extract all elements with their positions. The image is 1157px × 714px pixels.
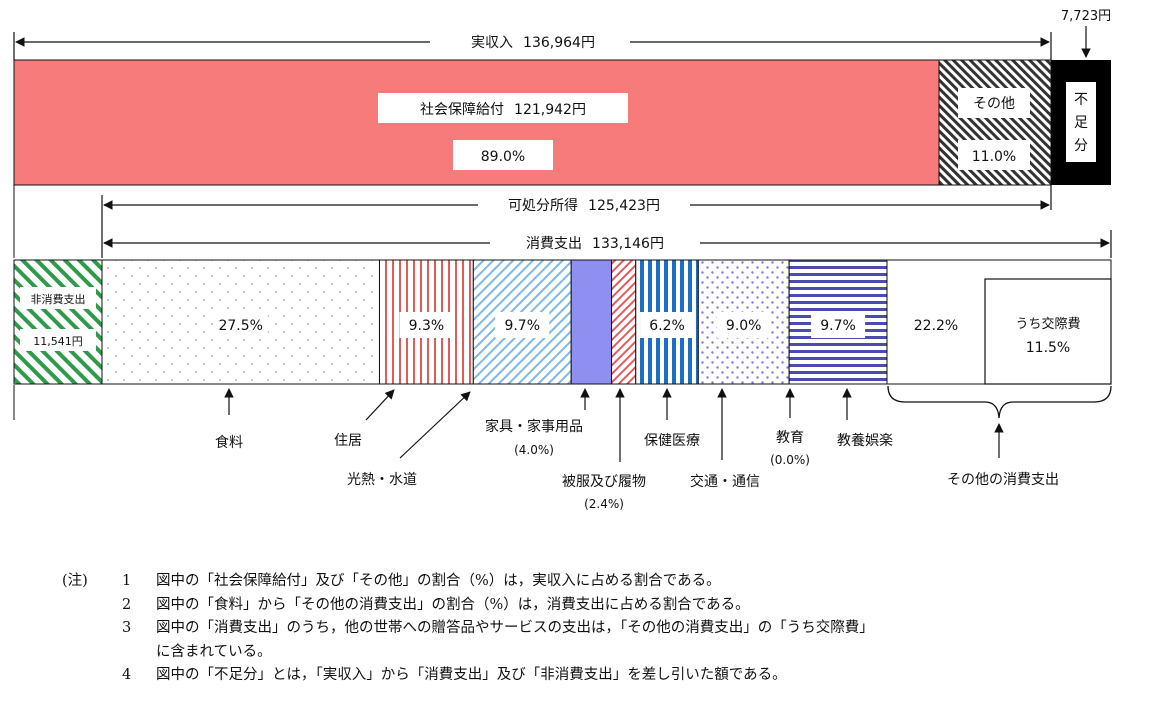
other-consumption-brace <box>887 385 1112 419</box>
label-health: 保健医療 <box>644 432 700 449</box>
pct-furniture: (4.0%) <box>514 443 554 457</box>
label-other-consumption: その他の消費支出 <box>947 472 1059 488</box>
pct-box-utilities <box>495 312 550 338</box>
label-furniture: 家具・家事用品 <box>485 418 583 435</box>
bar-clothing <box>611 259 637 385</box>
entertainment-sub-pct: 11.5% <box>1026 340 1070 356</box>
consumption-span: 消費支出 133,146円 <box>103 230 1112 258</box>
pct-culture: 9.7% <box>820 318 856 334</box>
disposable-income-span: 可処分所得 125,423円 <box>101 185 1052 258</box>
note-row: 2 図中の「食料」から「その他の消費支出」の割合（%）は，消費支出に占める割合であ… <box>62 594 1142 618</box>
note-row: (注) 1 図中の「社会保障給付」及び「その他」の割合（%）は，実収入に占める割合で… <box>62 570 1142 594</box>
expenditure-bar: 非消費支出 11,541円 27.5% 9.3% 9.7% 6.2% 9.0% 9.7% 2… <box>13 259 1112 385</box>
income-label: 実収入 <box>471 35 513 51</box>
pct-box-culture <box>811 312 866 338</box>
social-security-pct-box <box>453 140 553 170</box>
pct-education: (0.0%) <box>770 453 810 467</box>
expenditure-segments: 27.5% 9.3% 9.7% 6.2% 9.0% 9.7% 22.2% <box>101 259 1112 385</box>
bar-non-consumption <box>13 259 103 385</box>
note-text: 図中の「食料」から「その他の消費支出」の割合（%）は，消費支出に占める割合である… <box>156 596 750 613</box>
social-security-amount: 121,942円 <box>514 102 586 118</box>
note-row: 4 図中の「不足分」とは，「実収入」から「消費支出」及び「非消費支出」を差し引いた… <box>62 664 1142 688</box>
consumption-amount: 133,146円 <box>592 236 664 252</box>
pct-other-consumption: 22.2% <box>914 318 958 334</box>
note-number: 2 <box>122 596 132 613</box>
notes: (注) 1 図中の「社会保障給付」及び「その他」の割合（%）は，実収入に占める割合で… <box>62 570 1142 688</box>
label-utilities: 光熱・水道 <box>347 472 417 488</box>
label-food: 食料 <box>215 434 243 451</box>
bar-furniture <box>570 259 613 385</box>
pct-food: 27.5% <box>218 318 262 334</box>
note-number: 4 <box>122 667 132 683</box>
pct-box-health <box>640 312 695 338</box>
note-head: (注) <box>62 573 88 589</box>
social-security-pct: 89.0% <box>481 149 525 165</box>
note-head <box>62 641 122 665</box>
non-consumption-label: 非消費支出 <box>31 292 86 306</box>
disposable-income-amount: 125,423円 <box>588 198 660 214</box>
income-span: 実収入 136,964円 <box>13 32 1052 60</box>
note-row: に含まれている。 <box>62 641 1142 665</box>
other-income-label: その他 <box>973 96 1015 112</box>
note-head <box>62 664 122 688</box>
label-transport: 交通・通信 <box>690 473 760 490</box>
note-text: 図中の「消費支出」のうち，他の世帯への贈答品やサービスの支出は，「その他の消費支… <box>156 620 874 636</box>
shortfall-char-1: 不 <box>1074 92 1088 108</box>
social-security-label-box <box>378 93 628 123</box>
pct-box-housing <box>399 312 454 338</box>
label-education: 教育 <box>776 430 804 446</box>
pct-box-transport <box>716 312 771 338</box>
note-text: に含まれている。 <box>156 643 272 660</box>
shortfall-amount-callout: 7,723円 <box>1061 9 1111 58</box>
household-budget-chart: 実収入 136,964円 7,723円 社会保障給付 121,942円 89.0% … <box>13 9 1112 511</box>
note-head <box>62 617 122 641</box>
non-consumption-amount: 11,541円 <box>33 335 83 348</box>
note-text: 図中の「不足分」とは，「実収入」から「消費支出」及び「非消費支出」を差し引いた額… <box>156 667 787 683</box>
shortfall-label-box <box>1066 82 1096 162</box>
shortfall-char-3: 分 <box>1074 138 1088 154</box>
disposable-income-label: 可処分所得 <box>508 197 578 214</box>
note-head <box>62 594 122 618</box>
bar-food <box>101 259 380 385</box>
pct-transport: 9.0% <box>726 318 762 334</box>
other-income-label-box <box>958 88 1030 118</box>
other-income-pct-box <box>958 140 1030 170</box>
note-number: 3 <box>122 620 132 636</box>
note-text: 図中の「社会保障給付」及び「その他」の割合（%）は，実収入に占める割合である。 <box>156 573 721 589</box>
shortfall-amount: 7,723円 <box>1061 9 1111 24</box>
note-row: 3 図中の「消費支出」のうち，他の世帯への贈答品やサービスの支出は，「その他の消費… <box>62 617 1142 641</box>
pct-housing: 9.3% <box>409 318 445 334</box>
label-culture: 教養娯楽 <box>837 432 893 449</box>
pct-health: 6.2% <box>649 318 685 334</box>
consumption-label: 消費支出 <box>526 236 582 252</box>
other-income-pct: 11.0% <box>972 149 1016 165</box>
pct-box-food <box>213 312 268 338</box>
callouts: 食料 住居 光熱・水道 家具・家事用品 (4.0%) 被服及び履物 (2.4%)… <box>215 385 1112 511</box>
entertainment-sub-label: うち交際費 <box>1015 316 1080 332</box>
label-housing: 住居 <box>334 433 362 449</box>
note-number <box>122 641 156 665</box>
pct-clothing: (2.4%) <box>584 497 624 511</box>
income-bar: 社会保障給付 121,942円 89.0% その他 11.0% 不 足 分 <box>13 59 1111 186</box>
shortfall-char-2: 足 <box>1074 115 1088 131</box>
bar-entertainment-sub <box>984 278 1112 385</box>
pct-utilities: 9.7% <box>504 318 540 334</box>
income-amount: 136,964円 <box>523 35 595 51</box>
social-security-label: 社会保障給付 <box>420 102 504 118</box>
note-number: 1 <box>122 573 132 589</box>
label-clothing: 被服及び履物 <box>562 474 646 490</box>
